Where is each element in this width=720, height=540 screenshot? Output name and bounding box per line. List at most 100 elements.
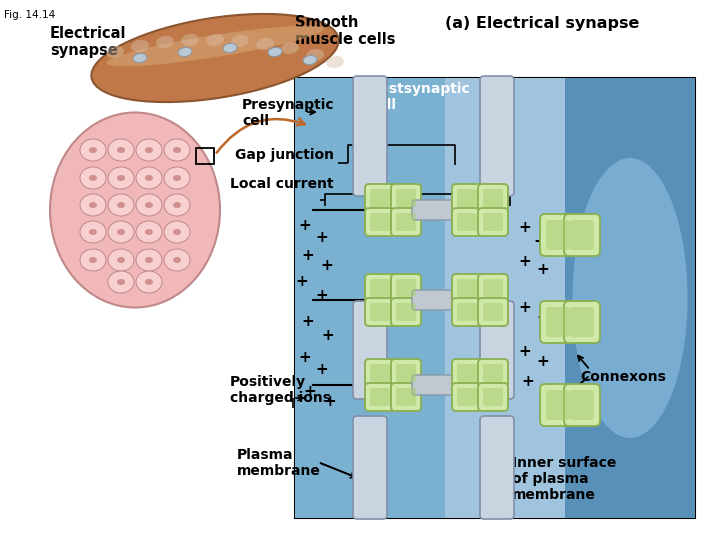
Text: +: + [536,262,549,278]
Ellipse shape [256,38,274,50]
Ellipse shape [223,43,237,52]
FancyBboxPatch shape [564,301,600,343]
Ellipse shape [106,46,124,58]
Bar [295,78,445,518]
FancyBboxPatch shape [365,298,395,326]
Text: +: + [296,274,308,289]
FancyBboxPatch shape [370,303,390,321]
Text: +: + [304,384,316,400]
Ellipse shape [136,221,162,243]
Ellipse shape [281,42,299,54]
FancyBboxPatch shape [353,301,387,399]
Ellipse shape [117,257,125,263]
Ellipse shape [145,279,153,285]
FancyBboxPatch shape [452,359,482,387]
Text: +: + [521,375,534,389]
FancyBboxPatch shape [353,416,387,519]
Text: +: + [534,234,546,249]
Ellipse shape [164,167,190,189]
FancyBboxPatch shape [452,274,482,302]
FancyBboxPatch shape [365,274,395,302]
FancyBboxPatch shape [457,364,477,382]
FancyBboxPatch shape [478,274,508,302]
Ellipse shape [173,202,181,208]
Ellipse shape [306,49,324,61]
Ellipse shape [178,48,192,57]
Text: +: + [315,362,328,377]
FancyBboxPatch shape [570,390,594,420]
Text: +: + [536,310,549,326]
Ellipse shape [164,221,190,243]
Text: +: + [536,354,549,369]
Ellipse shape [89,257,97,263]
Ellipse shape [145,175,153,181]
FancyBboxPatch shape [391,208,421,236]
Ellipse shape [80,167,106,189]
FancyBboxPatch shape [370,213,390,231]
FancyBboxPatch shape [540,384,576,426]
FancyBboxPatch shape [396,364,416,382]
Ellipse shape [173,257,181,263]
FancyBboxPatch shape [391,184,421,212]
FancyBboxPatch shape [391,359,421,387]
Ellipse shape [80,221,106,243]
Ellipse shape [133,53,147,63]
FancyBboxPatch shape [540,301,576,343]
Ellipse shape [117,229,125,235]
FancyBboxPatch shape [412,290,455,310]
Ellipse shape [326,56,344,68]
FancyBboxPatch shape [370,279,390,297]
FancyBboxPatch shape [452,184,482,212]
FancyBboxPatch shape [396,189,416,207]
FancyBboxPatch shape [564,384,600,426]
Bar [196,148,214,164]
Ellipse shape [136,194,162,216]
Ellipse shape [108,194,134,216]
Ellipse shape [173,175,181,181]
Text: +: + [518,345,531,360]
FancyBboxPatch shape [570,307,594,337]
Ellipse shape [181,34,199,46]
Bar [565,78,695,518]
Text: +: + [302,247,315,262]
FancyBboxPatch shape [483,213,503,231]
Ellipse shape [89,202,97,208]
FancyBboxPatch shape [546,390,570,420]
FancyBboxPatch shape [370,189,390,207]
Ellipse shape [145,147,153,153]
Ellipse shape [164,194,190,216]
FancyBboxPatch shape [452,298,482,326]
FancyBboxPatch shape [365,383,395,411]
FancyBboxPatch shape [570,220,594,250]
Text: +: + [299,350,311,366]
Text: (a) Electrical synapse: (a) Electrical synapse [445,16,639,31]
Text: Smooth
muscle cells: Smooth muscle cells [295,15,395,48]
Ellipse shape [117,279,125,285]
Ellipse shape [136,249,162,271]
Text: Positively
charged ions: Positively charged ions [230,375,331,405]
Bar [445,78,565,518]
Ellipse shape [108,221,134,243]
Text: Postsynaptic
cell: Postsynaptic cell [369,82,470,112]
Ellipse shape [108,139,134,161]
Ellipse shape [108,167,134,189]
Ellipse shape [131,40,149,52]
Text: +: + [299,218,311,233]
Ellipse shape [136,167,162,189]
Text: Electrical
synapse: Electrical synapse [50,26,127,58]
Text: +: + [323,395,336,409]
FancyBboxPatch shape [478,383,508,411]
FancyBboxPatch shape [478,184,508,212]
FancyBboxPatch shape [452,383,482,411]
Ellipse shape [145,202,153,208]
FancyBboxPatch shape [391,298,421,326]
FancyBboxPatch shape [483,388,503,406]
FancyBboxPatch shape [391,274,421,302]
Ellipse shape [91,14,338,102]
Text: +: + [322,327,334,342]
FancyBboxPatch shape [478,359,508,387]
FancyBboxPatch shape [546,307,570,337]
Ellipse shape [173,147,181,153]
Text: Fig. 14.14: Fig. 14.14 [4,10,55,20]
Ellipse shape [117,147,125,153]
